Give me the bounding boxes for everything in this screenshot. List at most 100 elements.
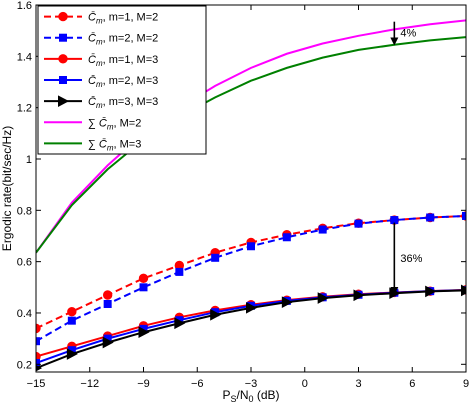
data-point	[138, 326, 150, 339]
legend-label-text: , m=1, M=3	[103, 54, 159, 66]
axis-ticks: −15 −12 −9 −6 −3 0 3 6 9 0.2 0.4 0.6 0.8 1 1.2 1.4 1.6	[17, 0, 469, 390]
data-point	[461, 284, 466, 297]
legend-label: C̄m, m=1, M=3	[88, 53, 158, 68]
legend-label-text: , m=1, M=2	[103, 12, 159, 24]
legend-entry: C̄m, m=2, M=3	[44, 74, 158, 89]
x-axis-label: PS/N0 (dB)	[222, 388, 279, 404]
data-point	[138, 273, 149, 284]
legend-subscript: m	[107, 143, 114, 152]
legend-subscript: m	[96, 59, 103, 68]
series-3	[36, 285, 466, 362]
legend-sum-symbol: ∑	[88, 138, 99, 150]
x-tick-label: −12	[80, 378, 99, 390]
y-tick-label: 1	[26, 154, 32, 166]
data-point	[247, 242, 255, 251]
y-tick-label: 0.4	[17, 308, 32, 320]
y-tick-label: 1.4	[17, 51, 32, 63]
legend-marker	[59, 33, 67, 42]
data-point	[36, 351, 41, 362]
x-axis-label-part: (dB)	[254, 388, 280, 402]
data-point	[246, 302, 258, 314]
y-tick-label: 0.2	[17, 359, 32, 371]
legend-subscript: m	[107, 122, 114, 131]
y-tick-label: 0.6	[17, 257, 32, 269]
legend-label: C̄m, m=2, M=3	[88, 74, 158, 89]
annotation-label: 36%	[400, 253, 422, 265]
legend-label-text: , m=3, M=3	[103, 96, 159, 108]
legend-marker	[58, 54, 68, 64]
legend-subscript: m	[96, 38, 103, 47]
data-point	[210, 308, 222, 321]
legend-entry: ∑ C̄m, M=3	[44, 138, 142, 152]
data-point	[102, 336, 114, 349]
data-point	[353, 289, 365, 302]
x-axis-label-subscript: 0	[249, 394, 254, 404]
data-point	[66, 348, 78, 360]
series-line	[36, 214, 466, 330]
y-tick-label: 1.6	[17, 0, 32, 12]
legend-symbol: C̄	[88, 11, 96, 24]
data-point	[36, 323, 41, 334]
x-tick-label: 0	[302, 378, 308, 390]
x-tick-label: −9	[137, 378, 150, 390]
legend-symbol: C̄	[88, 53, 96, 66]
x-tick-label: −3	[245, 378, 258, 390]
y-tick-label: 0.8	[17, 205, 32, 217]
data-point	[102, 290, 113, 300]
series-line	[36, 288, 466, 358]
data-point	[67, 306, 77, 317]
legend-entry: C̄m, m=2, M=2	[44, 32, 158, 47]
annotation-label: 4%	[400, 28, 416, 40]
legend-label: C̄m, m=3, M=3	[88, 95, 158, 110]
legend-marker	[58, 95, 70, 107]
legend-symbol: C̄	[99, 138, 107, 151]
data-point	[139, 283, 148, 292]
legend-marker	[58, 11, 68, 22]
legend-entry: C̄m, m=1, M=2	[44, 11, 158, 26]
x-axis-label-subscript: S	[230, 394, 236, 404]
data-point	[36, 337, 40, 346]
legend: C̄m, m=1, M=2C̄m, m=2, M=2C̄m, m=1, M=3C…	[37, 5, 207, 155]
data-point	[426, 213, 435, 222]
annotations: 4% 36%	[390, 21, 423, 295]
y-tick-label: 1.2	[17, 103, 32, 115]
legend-sum-symbol: ∑	[88, 117, 99, 129]
series-line	[36, 214, 466, 343]
legend-entry: C̄m, m=3, M=3	[44, 95, 158, 110]
data-point	[174, 317, 186, 330]
legend-symbol: C̄	[99, 117, 107, 130]
y-axis-label: Ergodic rate(bit/sec/Hz)	[0, 126, 14, 251]
legend-label: C̄m, m=1, M=2	[88, 11, 158, 26]
data-point	[317, 292, 329, 304]
data-point	[103, 299, 112, 308]
legend-entry: C̄m, m=1, M=3	[44, 53, 158, 68]
legend-label-text: , M=2	[114, 117, 142, 129]
data-point	[175, 267, 184, 276]
legend-label-text: , M=3	[114, 138, 142, 150]
legend-symbol: C̄	[88, 95, 96, 108]
legend-symbol: C̄	[88, 32, 96, 45]
series-2	[36, 211, 466, 346]
x-tick-label: 9	[463, 378, 469, 390]
legend-subscript: m	[96, 17, 103, 26]
x-tick-label: 3	[355, 378, 361, 390]
legend-label-text: , m=2, M=2	[103, 33, 159, 45]
data-point	[282, 233, 291, 242]
data-point	[36, 359, 40, 368]
legend-label: ∑ C̄m, M=2	[88, 117, 141, 132]
legend-marker	[59, 76, 67, 84]
data-point	[281, 296, 293, 309]
legend-subscript: m	[96, 80, 103, 89]
x-tick-label: 6	[409, 378, 415, 390]
legend-entry: ∑ C̄m, M=2	[44, 117, 141, 132]
data-point	[67, 316, 76, 325]
x-axis-label-part: P	[222, 388, 230, 402]
legend-subscript: m	[96, 101, 103, 110]
x-tick-label: −15	[27, 378, 46, 390]
data-point	[211, 253, 220, 262]
series-5	[36, 284, 466, 372]
legend-label: C̄m, m=2, M=2	[88, 32, 158, 47]
x-axis-label-part: /N	[237, 388, 249, 402]
legend-symbol: C̄	[88, 74, 96, 87]
